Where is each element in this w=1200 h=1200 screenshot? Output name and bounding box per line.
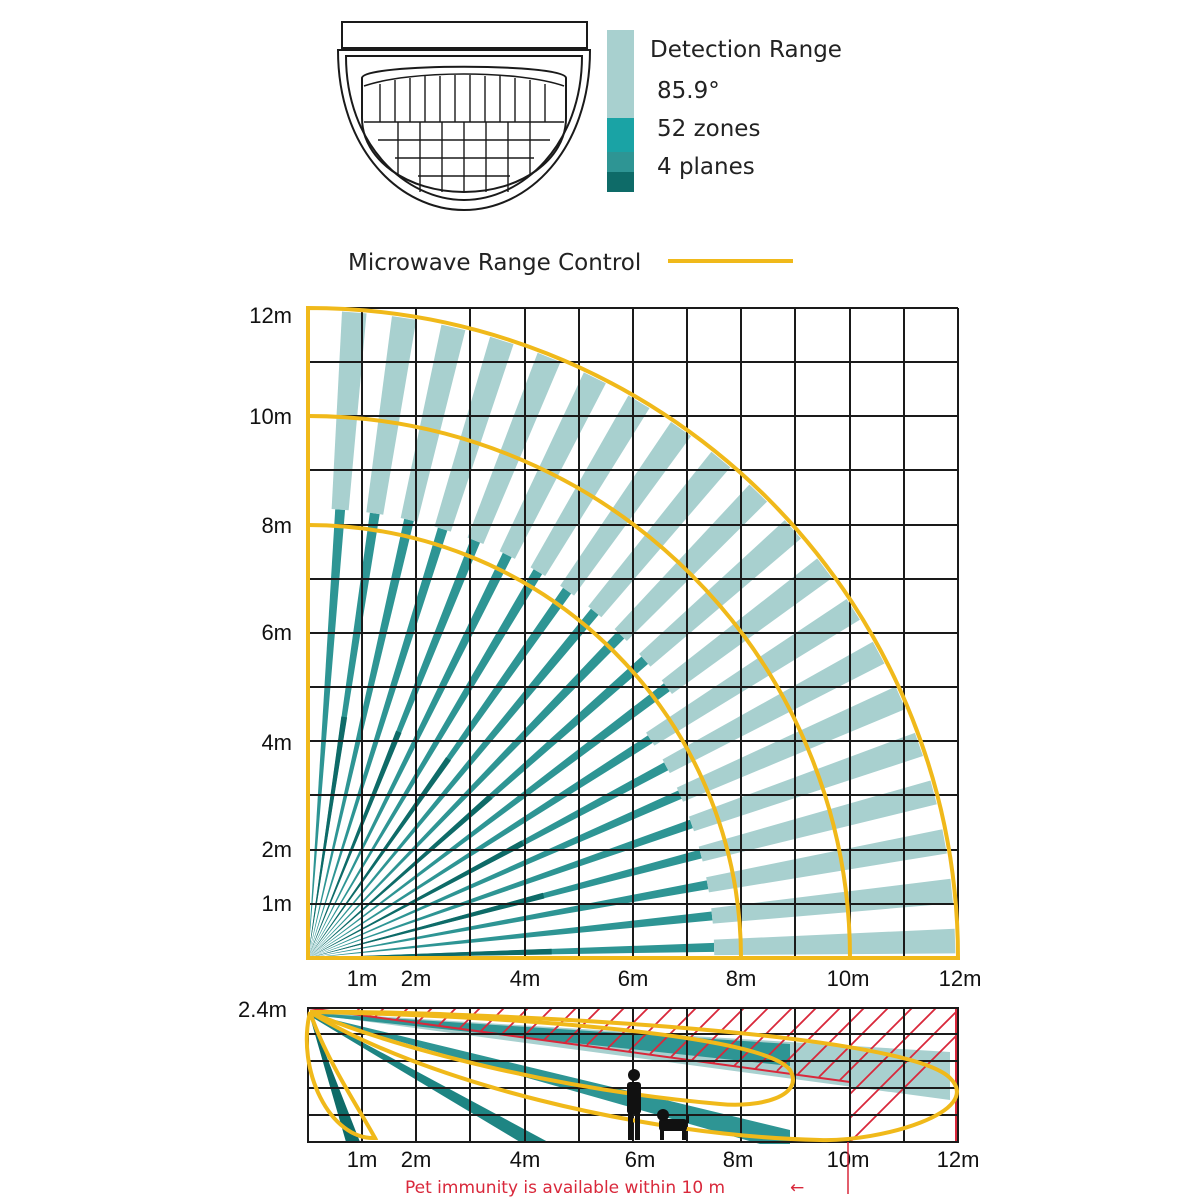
top-beam-short-3 <box>308 892 545 958</box>
microwave-arc-10m <box>307 414 852 959</box>
pet-hatch-line <box>607 1007 649 1049</box>
y-tick-6m: 6m <box>261 620 292 645</box>
top-beam-near-14 <box>308 552 512 958</box>
pet-immunity-arrow-icon: ← <box>790 1178 804 1198</box>
pet-hatch-line <box>818 1007 889 1078</box>
side-microwave-loop-outer <box>308 1009 959 1143</box>
legend-swatch-zones <box>607 118 634 152</box>
legend-planes: 4 planes <box>657 154 755 180</box>
x-tick-2m: 2m <box>401 966 432 991</box>
dog-silhouette-icon <box>657 1109 689 1140</box>
y-tick-10m: 10m <box>249 404 292 429</box>
x-tick-8m: 8m <box>726 966 757 991</box>
person-silhouette-icon <box>627 1069 641 1140</box>
top-beam-far-7 <box>646 598 860 746</box>
top-beam-far-15 <box>467 352 561 544</box>
y-tick-4m: 4m <box>261 730 292 755</box>
y-tick-1m: 1m <box>261 891 292 916</box>
x-tick-12m: 12m <box>939 966 982 991</box>
top-beam-short-12 <box>308 757 451 958</box>
legend-microwave-label: Microwave Range Control <box>348 250 641 276</box>
side-microwave-loop-near <box>304 1011 379 1141</box>
side-height-label: 2.4m <box>238 997 287 1022</box>
side-view-microwave-loops <box>304 1009 959 1143</box>
y-tick-12m: 12m <box>249 303 292 328</box>
top-beam-short-15 <box>308 730 402 958</box>
microwave-arc-8m <box>307 523 743 959</box>
top-beam-near-1 <box>308 911 713 958</box>
top-beam-far-10 <box>614 484 768 642</box>
side-microwave-loop-mid <box>309 1010 795 1107</box>
legend-angle: 85.9° <box>657 78 720 104</box>
side-beam-4m <box>310 1014 548 1142</box>
side-x-tick-6m: 6m <box>625 1147 656 1172</box>
top-beam-far-3 <box>698 780 937 862</box>
side-x-tick-12m: 12m <box>937 1147 980 1172</box>
top-view-y-ticks: 12m 10m 8m 6m 4m 2m 1m <box>249 303 292 916</box>
legend-swatch-planes <box>607 152 634 172</box>
top-beam-near-4 <box>308 819 693 958</box>
pet-hatch-line <box>849 1007 937 1095</box>
top-beam-far-5 <box>676 686 906 802</box>
pet-hatch-line <box>649 1007 697 1055</box>
top-beam-far-0 <box>713 928 956 956</box>
top-beam-far-9 <box>639 520 802 667</box>
side-x-tick-2m: 2m <box>401 1147 432 1172</box>
x-tick-10m: 10m <box>827 966 870 991</box>
pet-hatch-line <box>670 1007 721 1058</box>
legend-zones: 52 zones <box>657 116 760 142</box>
top-beam-far-16 <box>434 336 514 532</box>
legend: Detection Range 85.9° 52 zones 4 planes … <box>348 30 842 276</box>
top-beam-far-13 <box>530 395 650 577</box>
pet-hatch-line <box>839 1007 913 1081</box>
top-beam-short-9 <box>308 794 493 958</box>
side-view-x-ticks: 1m 2m 4m 6m 8m 10m 12m <box>347 1147 980 1172</box>
x-tick-1m: 1m <box>347 966 378 991</box>
top-beam-short-18 <box>308 716 348 958</box>
y-tick-8m: 8m <box>261 513 292 538</box>
x-tick-6m: 6m <box>618 966 649 991</box>
side-beam-far-inner <box>310 1013 790 1066</box>
legend-title: Detection Range <box>650 37 842 63</box>
top-beam-far-8 <box>661 558 833 695</box>
pet-immunity-note: Pet immunity is available within 10 m <box>405 1178 725 1198</box>
top-beam-far-1 <box>711 878 954 924</box>
top-beam-far-11 <box>588 451 731 618</box>
pet-hatch-line <box>628 1007 673 1052</box>
microwave-range-arcs <box>306 305 961 960</box>
legend-swatch-detection <box>607 30 634 118</box>
microwave-arc-12m <box>306 305 961 960</box>
pir-sensor-lens-icon <box>336 21 592 212</box>
x-tick-4m: 4m <box>510 966 541 991</box>
y-tick-2m: 2m <box>261 837 292 862</box>
top-beam-near-19 <box>308 509 346 958</box>
top-beam-short-0 <box>308 948 552 958</box>
top-beam-far-2 <box>706 829 947 893</box>
top-beam-near-13 <box>308 569 543 958</box>
top-beam-near-5 <box>308 790 682 958</box>
top-view-beams <box>308 311 956 958</box>
side-x-tick-4m: 4m <box>510 1147 541 1172</box>
pet-hatch-line <box>797 1007 865 1075</box>
side-x-tick-8m: 8m <box>723 1147 754 1172</box>
top-beam-far-12 <box>560 422 692 596</box>
top-beam-near-17 <box>308 518 414 958</box>
top-beam-far-4 <box>688 732 924 832</box>
top-beam-near-2 <box>308 880 709 958</box>
top-view-x-ticks: 1m 2m 4m 6m 8m 10m 12m <box>347 966 982 991</box>
legend-swatch-planes-dark <box>607 172 634 192</box>
top-beam-near-7 <box>308 735 653 958</box>
side-x-tick-1m: 1m <box>347 1147 378 1172</box>
